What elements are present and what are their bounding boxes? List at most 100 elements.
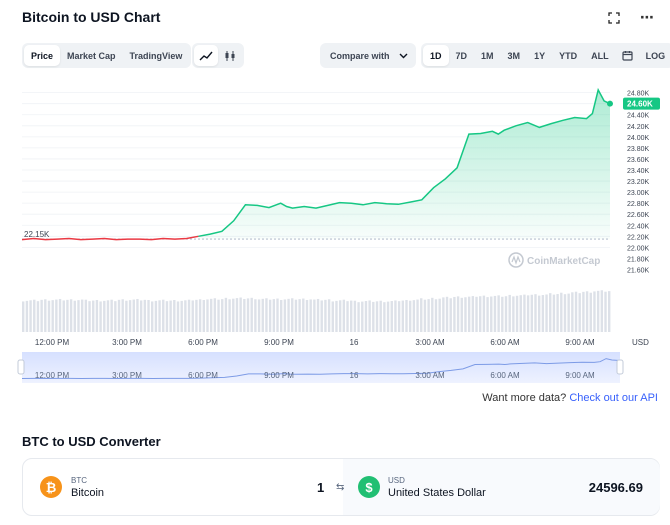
- candlestick-icon[interactable]: [218, 45, 242, 66]
- tab-price[interactable]: Price: [24, 45, 61, 66]
- volume-bar: [246, 298, 250, 332]
- volume-bar: [434, 299, 438, 332]
- volume-bar: [73, 300, 76, 332]
- volume-bar: [106, 300, 110, 332]
- volume-bar: [508, 294, 511, 332]
- volume-bar: [158, 300, 161, 332]
- volume-bar: [283, 299, 287, 332]
- volume-bar: [431, 297, 434, 332]
- volume-bar: [254, 299, 257, 332]
- volume-bar: [250, 297, 253, 332]
- range-3m[interactable]: 3M: [507, 50, 521, 61]
- volume-bar: [235, 298, 239, 332]
- volume-bar: [58, 298, 62, 332]
- converter-panel: ₿ BTC Bitcoin 1 ⇆ $ USD United States Do…: [22, 458, 660, 516]
- volume-bar: [66, 299, 69, 332]
- volume-bar: [33, 299, 36, 332]
- volume-bar: [55, 299, 58, 332]
- x-tick-label: 3:00 AM: [415, 338, 445, 347]
- open-price-label: 22.15K: [24, 230, 50, 239]
- volume-bar: [316, 298, 320, 332]
- volume-bar: [460, 297, 463, 332]
- calendar-icon[interactable]: [616, 45, 639, 66]
- volume-bar: [147, 300, 150, 332]
- volume-bar: [228, 299, 231, 332]
- volume-bar: [394, 300, 397, 332]
- volume-bar: [103, 300, 106, 332]
- volume-bar: [25, 300, 29, 332]
- range-ytd[interactable]: YTD: [559, 50, 578, 61]
- time-range-tabs: 1D 7D 1M 3M 1Y YTD ALL LOG: [421, 43, 670, 68]
- volume-bar: [335, 300, 338, 332]
- y-tick-label: 24.80K: [627, 91, 650, 98]
- coinmarketcap-watermark: CoinMarketCap: [508, 252, 600, 268]
- volume-bar: [224, 297, 228, 332]
- y-tick-label: 22.80K: [627, 201, 650, 208]
- volume-bar: [125, 300, 128, 332]
- volume-bar: [257, 299, 261, 332]
- y-unit-label: USD: [632, 338, 649, 347]
- volume-bar: [143, 299, 147, 332]
- watermark-text: CoinMarketCap: [527, 256, 600, 267]
- volume-bar: [276, 298, 279, 332]
- price-chart-svg: 24.80K 24.40K 24.20K 24.00K 23.80K 23.60K 23.4…: [17, 87, 660, 383]
- volume-bar: [390, 301, 393, 332]
- range-7d[interactable]: 7D: [455, 50, 468, 61]
- volume-bar: [449, 298, 452, 332]
- volume-bar: [375, 301, 379, 332]
- range-1d[interactable]: 1D: [423, 45, 449, 66]
- volume-bar: [320, 300, 323, 332]
- converter-to-section: [343, 459, 660, 515]
- navigator-tick-label: 12:00 PM: [35, 371, 70, 380]
- volume-bar: [154, 300, 158, 332]
- tab-tradingview[interactable]: TradingView: [129, 50, 183, 61]
- volume-bar: [150, 301, 154, 332]
- navigator-left-handle[interactable]: [17, 359, 25, 375]
- range-1y[interactable]: 1Y: [534, 50, 546, 61]
- range-all[interactable]: ALL: [591, 50, 609, 61]
- volume-bar: [497, 295, 500, 332]
- volume-bar: [162, 299, 165, 332]
- volume-bar: [346, 301, 349, 332]
- volume-bar: [589, 292, 592, 332]
- volume-bar: [80, 299, 84, 332]
- price-line-below-open: [21, 235, 199, 241]
- volume-bar: [486, 297, 489, 332]
- volume-bar: [563, 294, 567, 332]
- navigator-tick-label: 6:00 PM: [188, 371, 218, 380]
- from-amount-input[interactable]: 1: [317, 480, 325, 495]
- volume-bar: [596, 290, 600, 332]
- price-line-above-open: [198, 87, 611, 238]
- to-amount-input[interactable]: 24596.69: [588, 480, 643, 495]
- volume-bar: [342, 299, 346, 332]
- price-chart[interactable]: 24.80K 24.40K 24.20K 24.00K 23.80K 23.60K 23.4…: [0, 80, 670, 390]
- volume-bar: [401, 300, 405, 332]
- volume-bar: [132, 299, 135, 332]
- navigator-right-handle[interactable]: [616, 359, 624, 375]
- volume-bar: [165, 301, 169, 332]
- line-chart-icon[interactable]: [194, 45, 218, 66]
- swap-icon[interactable]: ⇆: [336, 482, 345, 493]
- x-tick-label: 6:00 PM: [188, 338, 218, 347]
- expand-icon[interactable]: [608, 12, 620, 24]
- volume-bar: [552, 294, 556, 332]
- y-tick-label: 23.40K: [627, 168, 650, 175]
- range-navigator[interactable]: 12:00 PM 3:00 PM 6:00 PM 9:00 PM 16 3:00 AM 6:…: [17, 352, 624, 383]
- y-tick-label: 22.60K: [627, 212, 650, 219]
- y-tick-label: 23.60K: [627, 157, 650, 164]
- volume-bar: [578, 293, 581, 332]
- volume-bar: [475, 296, 478, 332]
- volume-bar: [176, 301, 180, 332]
- volume-bar: [368, 300, 371, 332]
- range-1m[interactable]: 1M: [481, 50, 494, 61]
- more-options-icon[interactable]: ⋯: [640, 9, 655, 25]
- volume-bar: [549, 293, 552, 332]
- x-tick-label: 6:00 AM: [490, 338, 520, 347]
- tab-market-cap[interactable]: Market Cap: [67, 50, 116, 61]
- x-tick-label: 12:00 PM: [35, 338, 70, 347]
- compare-with-dropdown[interactable]: Compare with: [320, 43, 416, 68]
- volume-bar: [397, 301, 401, 332]
- api-link[interactable]: Check out our API: [569, 392, 658, 404]
- log-scale-toggle[interactable]: LOG: [645, 50, 666, 61]
- volume-bar: [279, 300, 283, 332]
